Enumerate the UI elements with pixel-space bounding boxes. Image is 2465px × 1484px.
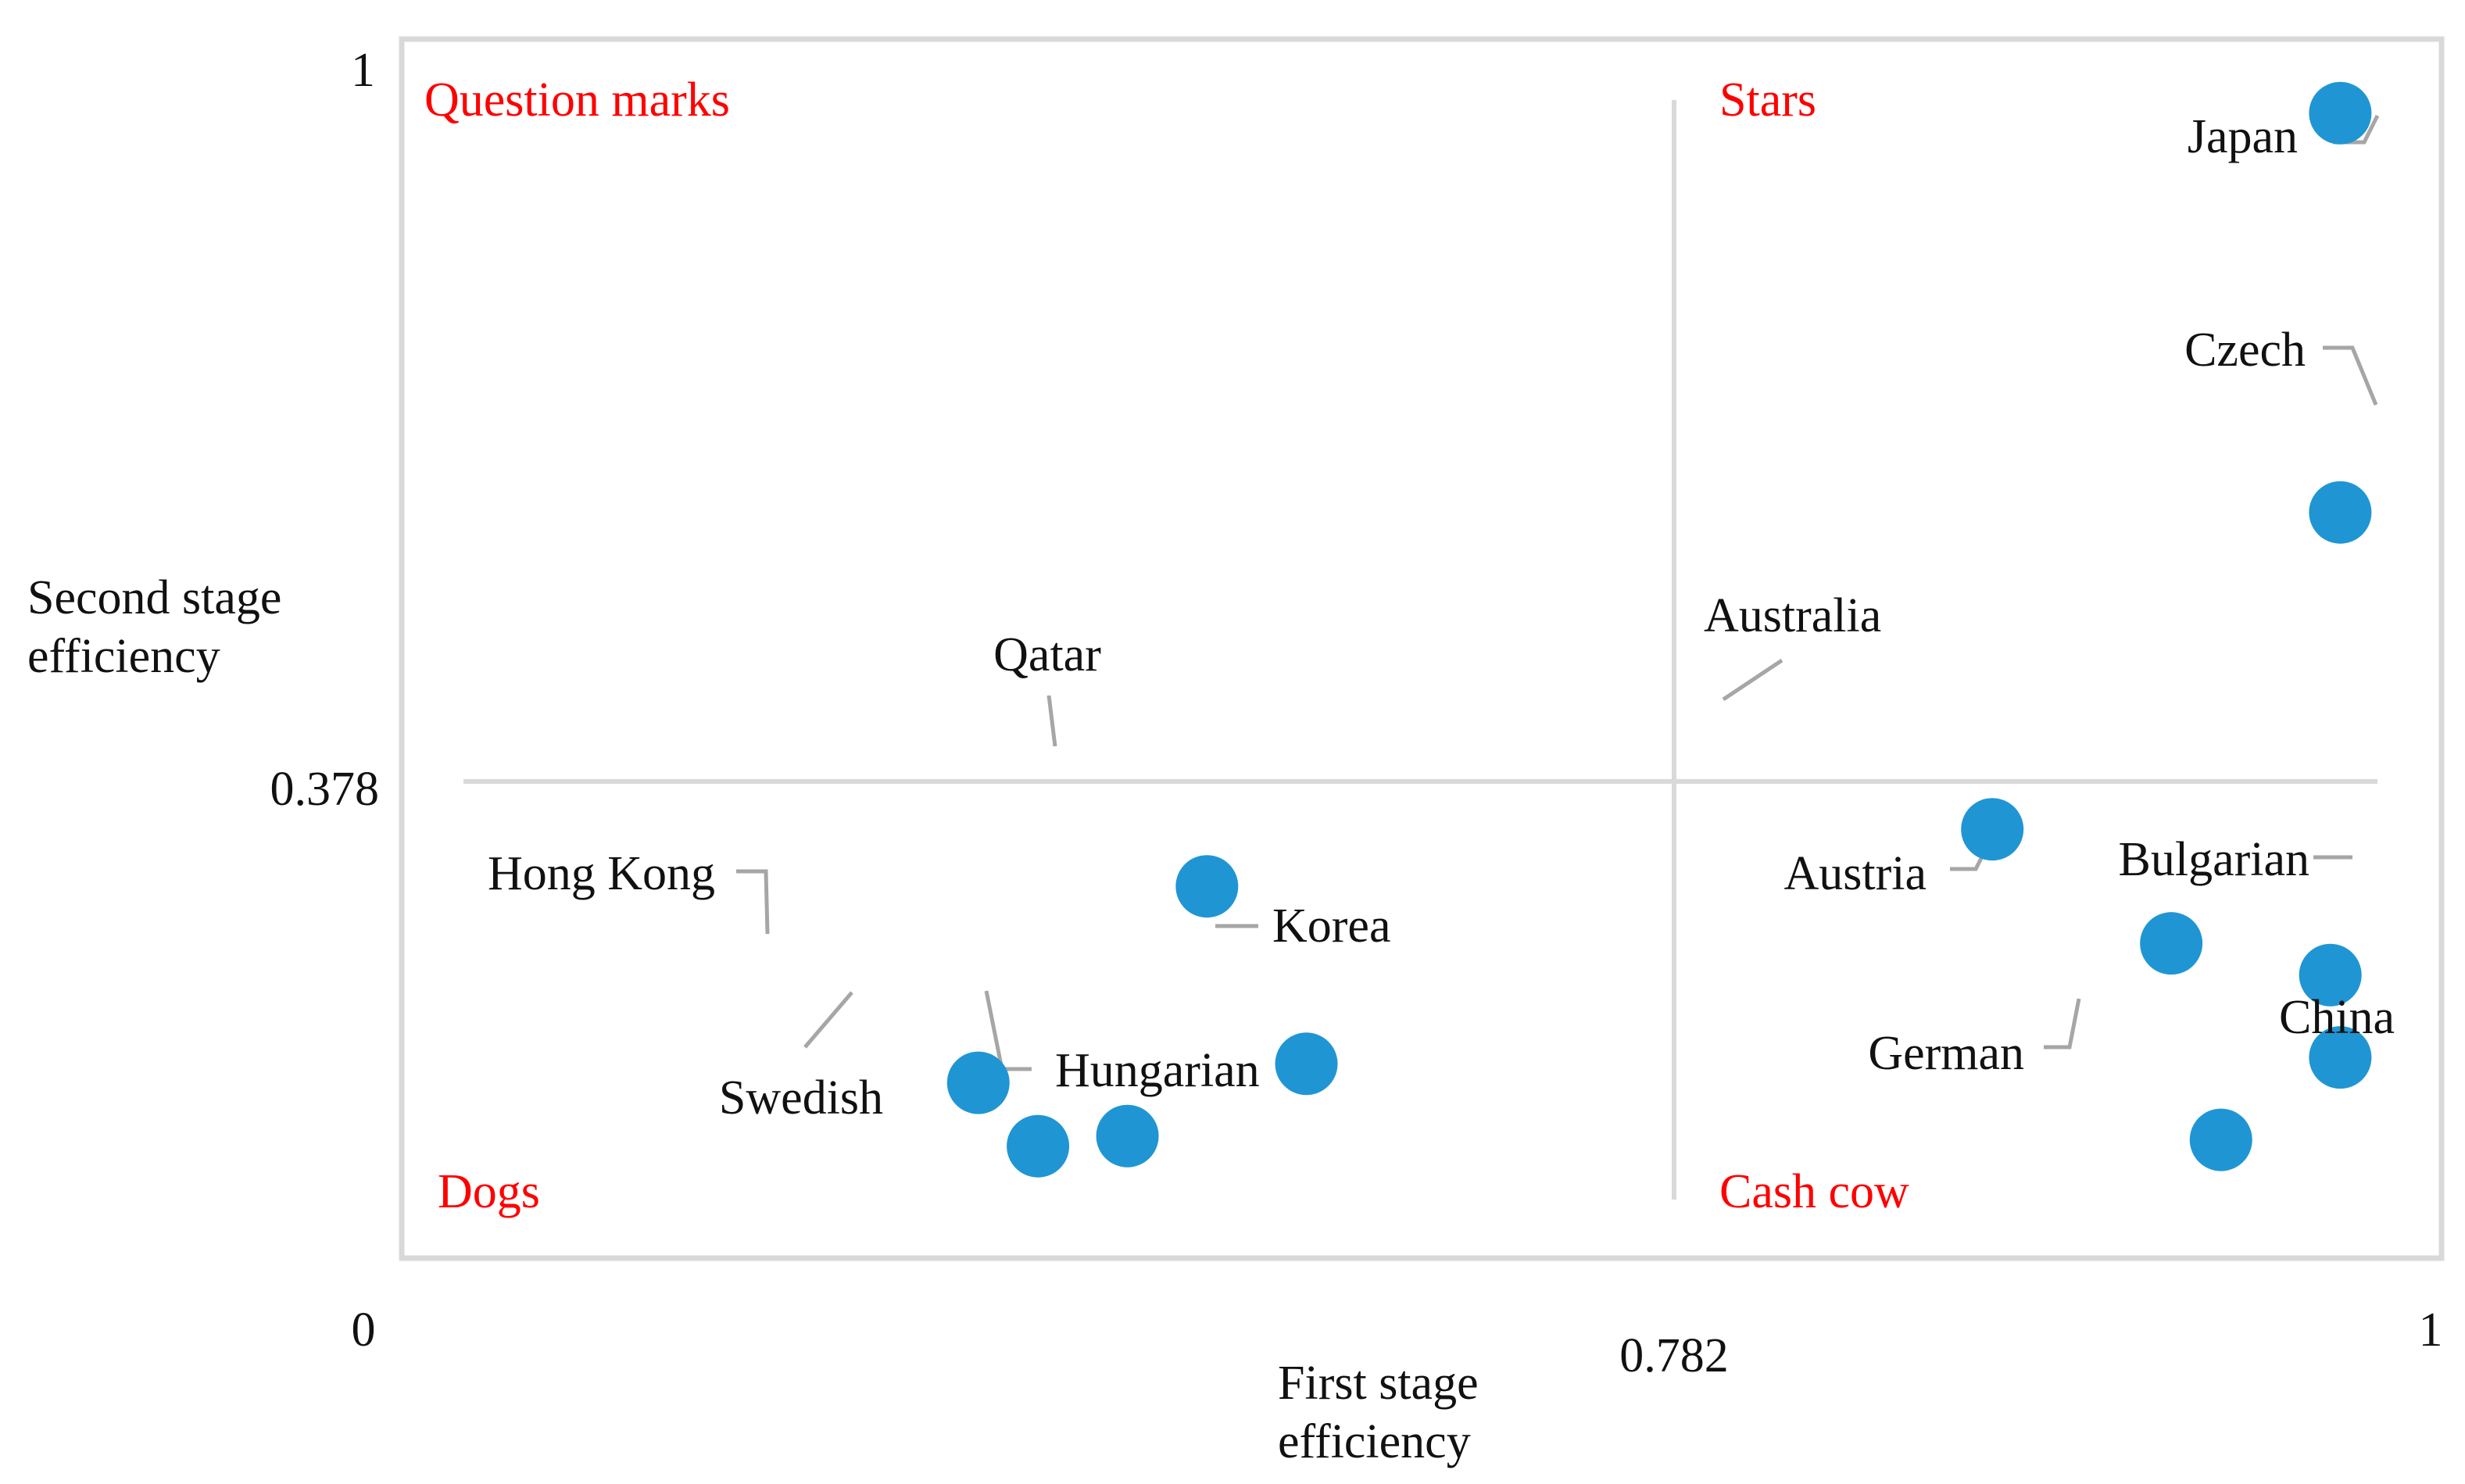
data-point-korea [1275, 1032, 1338, 1096]
quadrant-label-bottom-left: Dogs [438, 1165, 540, 1218]
data-point-hong-kong [946, 1051, 1010, 1114]
point-label-japan: Japan [2188, 110, 2298, 163]
y-axis-label-line-1: Second stage [27, 571, 281, 624]
x-tick-max: 1 [2419, 1303, 2443, 1357]
point-label-german: German [1868, 1027, 2024, 1080]
quadrant-labels: Question marks Stars Dogs Cash cow [424, 73, 1909, 1218]
quadrant-dividers [463, 100, 2377, 1200]
point-label-swedish: Swedish [719, 1071, 883, 1125]
leader-line-swedish [803, 991, 853, 1049]
y-axis-label-line-2: efficiency [27, 630, 220, 683]
data-point-australia [1961, 798, 2024, 861]
data-point-japan [2309, 81, 2372, 145]
y-tick-threshold: 0.378 [270, 763, 380, 816]
x-axis-label-line-2: efficiency [1278, 1415, 1471, 1468]
point-label-czech: Czech [2184, 324, 2306, 377]
leader-lines [736, 114, 2380, 1071]
point-label-hungarian: Hungarian [1055, 1044, 1260, 1097]
data-point-german [2189, 1108, 2252, 1171]
data-point-qatar [1175, 855, 1239, 918]
leader-line-german [2044, 998, 2081, 1050]
point-label-korea: Korea [1272, 899, 1390, 953]
chart-frame [399, 36, 2445, 1261]
point-labels: Japan Czech Australia Qatar Austria Bulgarian… [488, 110, 2395, 1125]
y-tick-max: 1 [351, 44, 375, 97]
data-point-czech [2309, 481, 2372, 544]
quadrant-label-top-right: Stars [1719, 73, 1816, 127]
leader-line-czech [2323, 345, 2378, 406]
point-label-austria: Austria [1783, 847, 1927, 900]
x-tick-min: 0 [352, 1303, 376, 1357]
point-label-qatar: Qatar [993, 628, 1101, 681]
point-label-bulgarian: Bulgarian [2119, 833, 2310, 886]
data-point-china [2309, 1026, 2372, 1089]
data-point-hungarian [1096, 1104, 1159, 1168]
leader-line-australia [1722, 658, 1783, 702]
quadrant-label-top-left: Question marks [424, 73, 730, 127]
x-axis-label-line-1: First stage [1278, 1357, 1479, 1410]
data-point-swedish [1007, 1114, 1070, 1178]
leader-line-hong-kong [736, 869, 770, 935]
point-label-australia: Australia [1704, 589, 1881, 642]
point-label-hong-kong: Hong Kong [488, 847, 715, 900]
data-point-bulgarian [2299, 943, 2362, 1007]
point-label-china: China [2279, 991, 2395, 1044]
leader-line-qatar [1046, 695, 1057, 747]
data-points [946, 81, 2372, 1178]
data-point-austria [2140, 912, 2203, 975]
quadrant-label-bottom-right: Cash cow [1719, 1165, 1909, 1218]
x-tick-threshold: 0.782 [1619, 1329, 1729, 1382]
